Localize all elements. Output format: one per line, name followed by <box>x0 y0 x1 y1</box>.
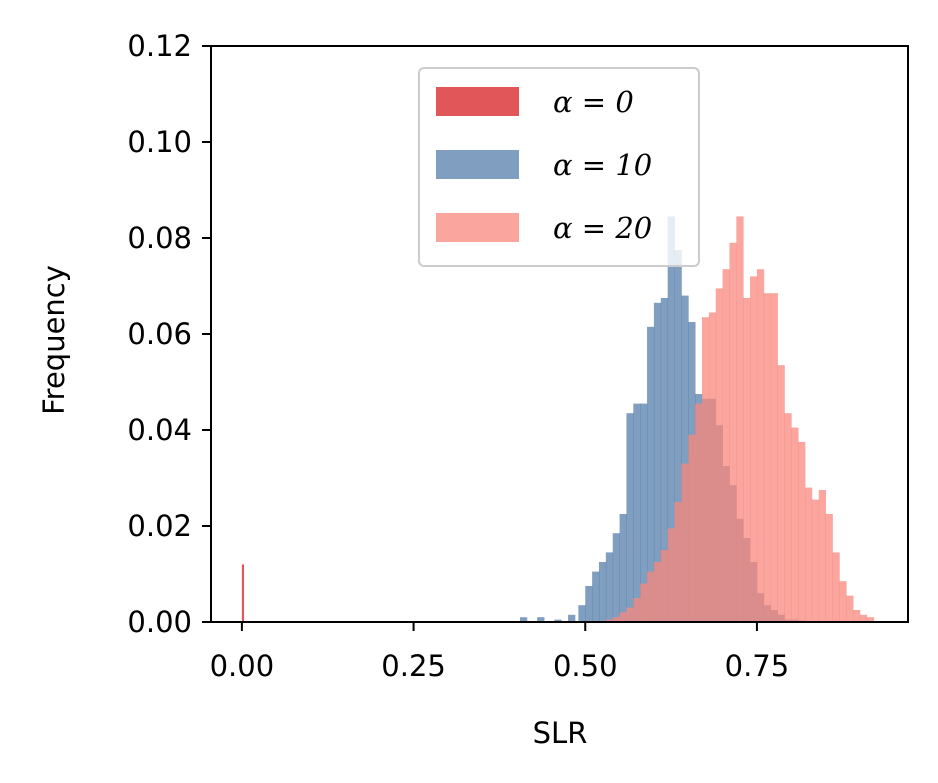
histogram-bar <box>674 502 682 622</box>
histogram-bar <box>605 552 614 622</box>
histogram-bar <box>619 514 627 622</box>
histogram-bar <box>241 564 245 622</box>
histogram-bar <box>811 499 820 622</box>
histogram-bar <box>681 295 689 622</box>
histogram-bar <box>626 607 634 622</box>
histogram-bar <box>853 610 861 622</box>
histogram-bar <box>660 550 669 622</box>
x-tick-label: 0.00 <box>210 649 275 683</box>
tick-group: 0.00 0.25 0.50 0.75 0.00 0.02 0.04 0.06 0.08 0.10… <box>127 29 789 683</box>
histogram-bar <box>839 581 847 622</box>
y-tick-label: 0.10 <box>127 125 192 159</box>
histogram-bar <box>653 562 662 622</box>
histogram-bar <box>756 269 765 622</box>
histogram-bar <box>592 571 600 622</box>
legend-swatch <box>436 213 519 242</box>
histogram-bar <box>750 276 758 622</box>
histogram-bar <box>585 586 593 622</box>
histogram-bar <box>626 413 634 622</box>
histogram-bar <box>612 617 620 622</box>
histogram-bar <box>520 617 528 622</box>
y-axis-label: Frequency <box>37 265 71 415</box>
x-axis-label: SLR <box>533 716 588 750</box>
histogram-bar <box>578 605 586 622</box>
histogram-bar <box>633 598 641 622</box>
histogram-bar <box>667 216 675 622</box>
x-tick-label: 0.75 <box>725 649 790 683</box>
histogram-bar <box>598 562 607 622</box>
histogram-bar <box>722 269 730 622</box>
legend-label: α = 20 <box>553 211 652 245</box>
histogram-bar <box>688 434 696 622</box>
histogram-bar <box>554 619 562 622</box>
histogram-bar <box>736 216 744 622</box>
histogram-bar <box>568 614 576 622</box>
histogram-bar <box>818 490 826 622</box>
histogram-bar <box>605 619 614 622</box>
histogram-bar <box>770 293 778 622</box>
legend-swatch <box>436 150 519 179</box>
histogram-bar <box>832 552 840 622</box>
legend-label: α = 0 <box>553 85 634 119</box>
y-tick-label: 0.06 <box>127 317 192 351</box>
legend-swatch <box>436 87 519 116</box>
histogram-bar <box>804 487 813 622</box>
histogram-bar <box>640 403 648 622</box>
x-tick-label: 0.50 <box>553 649 618 683</box>
histogram-bar <box>681 463 689 622</box>
histogram-bar <box>763 293 772 622</box>
histogram-bar <box>653 302 662 622</box>
y-tick-label: 0.12 <box>127 29 192 63</box>
legend: α = 0 α = 10 α = 20 <box>418 67 700 267</box>
histogram-bar <box>825 514 833 622</box>
y-tick-label: 0.02 <box>127 509 192 543</box>
histogram-bar <box>660 298 669 622</box>
histogram-bar <box>647 571 655 622</box>
histogram-bar <box>633 403 641 622</box>
histogram-bar <box>612 533 620 622</box>
histogram-bar <box>647 326 655 622</box>
histogram-bar <box>859 614 868 622</box>
y-tick-label: 0.08 <box>127 221 192 255</box>
histogram-bar <box>784 413 792 622</box>
histogram-bar <box>798 442 806 622</box>
histogram-bar <box>743 298 751 622</box>
histogram-bar <box>701 317 710 622</box>
histogram-bar <box>537 617 545 622</box>
histogram-bar <box>715 288 723 622</box>
histogram-bar <box>846 595 854 622</box>
histogram-bars <box>241 216 875 623</box>
histogram-bar <box>674 250 682 622</box>
legend-label: α = 10 <box>553 148 652 182</box>
histogram-bar <box>791 427 799 622</box>
histogram-bar <box>866 617 875 622</box>
histogram-bar <box>777 365 785 622</box>
histogram-bar <box>729 242 737 623</box>
histogram-bar <box>640 583 648 622</box>
histogram-bar <box>695 403 703 622</box>
histogram-bar <box>708 312 717 622</box>
histogram-bar <box>619 612 627 622</box>
y-tick-label: 0.04 <box>127 413 192 447</box>
histogram-bar <box>667 528 675 622</box>
x-tick-label: 0.25 <box>381 649 446 683</box>
y-tick-label: 0.00 <box>127 605 192 639</box>
